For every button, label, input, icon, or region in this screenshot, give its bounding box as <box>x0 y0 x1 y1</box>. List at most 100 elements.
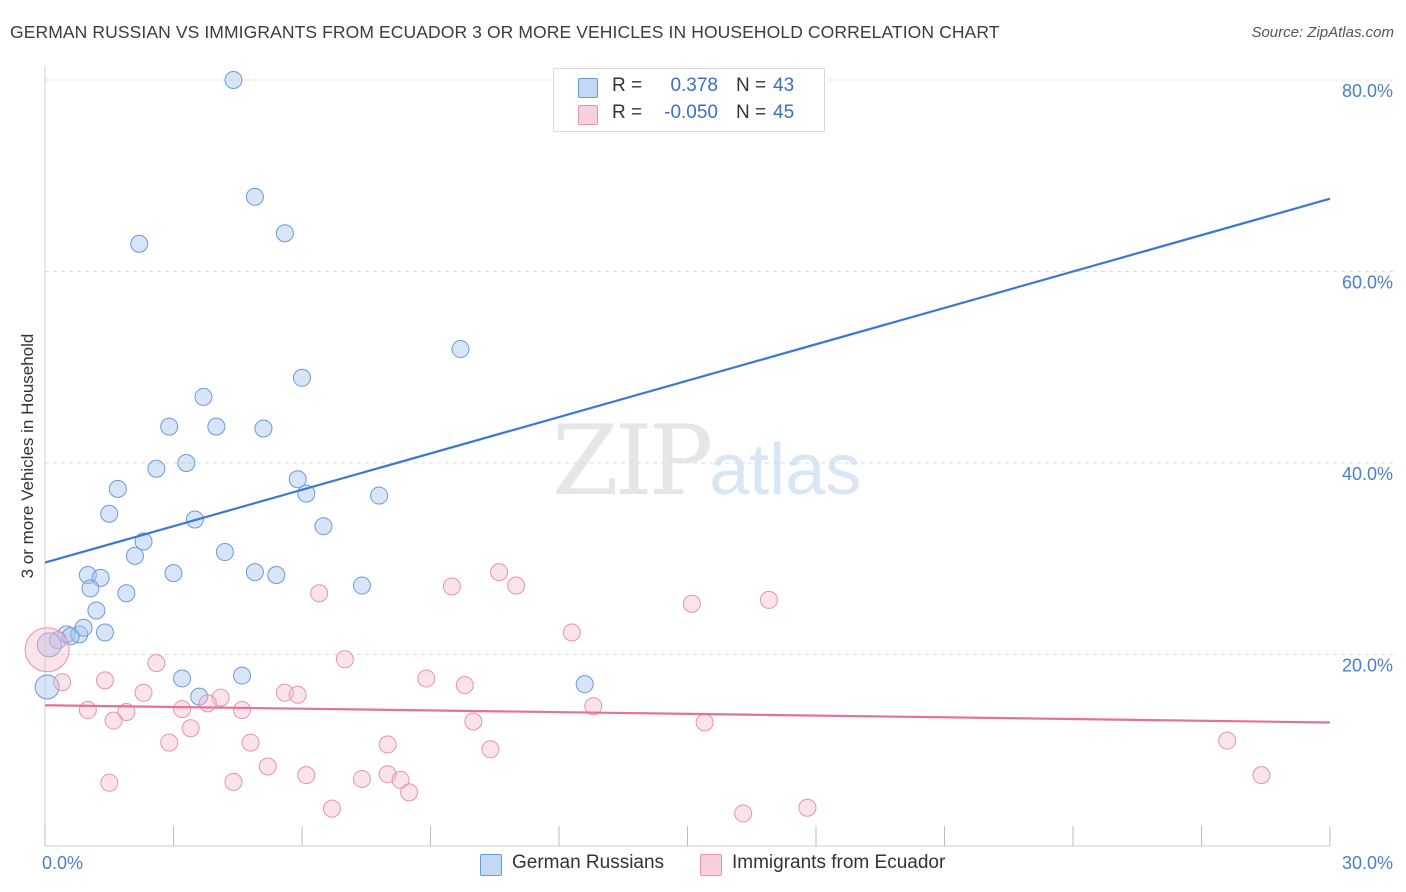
german-russian-point <box>575 675 594 694</box>
legend-r-label: R = <box>612 102 643 123</box>
ecuador-point <box>1218 731 1237 750</box>
ecuador-point <box>24 627 70 673</box>
ecuador-point <box>100 773 119 792</box>
chart-title: GERMAN RUSSIAN VS IMMIGRANTS FROM ECUADO… <box>10 22 1000 42</box>
ecuador-point <box>352 769 371 788</box>
ecuador-point <box>95 671 114 690</box>
legend-r-label: R = <box>612 75 643 96</box>
german-russian-point <box>370 486 389 505</box>
ecuador-point <box>198 694 217 713</box>
german-russian-point <box>224 71 243 89</box>
german-russian-point <box>125 546 144 565</box>
legend-swatch-german-russians <box>578 78 598 98</box>
ecuador-point <box>391 770 410 789</box>
german-russian-point <box>95 623 114 642</box>
german-russian-point <box>100 504 119 523</box>
german-russian-point <box>314 517 333 536</box>
german-russian-point <box>267 566 286 585</box>
watermark-atlas: atlas <box>709 430 862 510</box>
german-russian-point <box>275 224 294 243</box>
y-tick-label: 60.0% <box>1342 273 1393 293</box>
legend-n-label: N = <box>736 75 767 96</box>
ecuador-point <box>400 783 419 802</box>
german-russian-point <box>288 470 307 489</box>
series-label: German Russians <box>512 852 665 873</box>
legend-swatch-ecuador <box>578 105 598 125</box>
ecuador-point <box>682 594 701 613</box>
ecuador-point <box>181 719 200 738</box>
legend-n-value: 43 <box>773 75 795 96</box>
legend-n-value: 45 <box>773 102 795 123</box>
german-russian-point <box>61 627 80 646</box>
y-tick-label: 40.0% <box>1342 464 1393 484</box>
ecuador-point <box>490 563 509 582</box>
german-russian-point <box>130 234 149 253</box>
german-russian-trendline <box>44 197 1331 564</box>
correlation-legend: R = 0.378 N = 43 R = -0.050 N = 45 <box>553 68 825 132</box>
german-russian-point <box>177 454 196 472</box>
german-russian-point <box>147 459 166 478</box>
ecuador-point <box>160 733 179 752</box>
german-russian-point <box>233 666 252 685</box>
watermark-zip: ZIP <box>552 405 713 517</box>
german-russian-point <box>117 584 136 603</box>
ecuador-point <box>759 590 778 609</box>
german-russian-point <box>160 417 179 436</box>
german-russian-point <box>34 674 60 700</box>
ecuador-point <box>117 702 136 721</box>
ecuador-point <box>562 623 581 642</box>
ecuador-point <box>173 700 192 719</box>
german-russian-point <box>451 340 470 359</box>
legend-r-value: 0.378 <box>670 75 718 96</box>
german-russian-point <box>36 632 62 658</box>
source-credit: Source: ZipAtlas.com <box>1251 24 1394 41</box>
ecuador-point <box>507 576 526 595</box>
ecuador-point <box>695 713 714 732</box>
ecuador-point <box>798 798 817 817</box>
ecuador-point <box>288 685 307 704</box>
ecuador-point <box>584 697 603 716</box>
ecuador-point <box>322 799 341 818</box>
series-label: Immigrants from Ecuador <box>732 852 946 873</box>
watermark: ZIPatlas <box>552 405 861 517</box>
ecuador-point <box>417 669 436 688</box>
german-russian-point <box>134 532 153 551</box>
series-swatch-ecuador <box>700 854 722 876</box>
ecuador-point <box>233 701 252 720</box>
ecuador-point <box>104 711 123 730</box>
y-tick-label: 80.0% <box>1342 81 1393 101</box>
german-russian-point <box>164 564 183 583</box>
ecuador-point <box>464 712 483 731</box>
x-tick-label: 0.0% <box>42 853 83 873</box>
ecuador-point <box>455 676 474 695</box>
ecuador-point <box>335 650 354 669</box>
german-russian-point <box>108 479 127 498</box>
ecuador-point <box>241 733 260 752</box>
ecuador-point <box>147 654 166 673</box>
german-russian-point <box>352 576 371 595</box>
ecuador-point <box>378 735 397 754</box>
ecuador-point <box>1252 766 1271 785</box>
ecuador-point <box>297 766 316 785</box>
series-swatch-german-russians <box>480 854 502 876</box>
x-tick-label: 30.0% <box>1342 853 1393 873</box>
german-russian-point <box>173 669 192 688</box>
ecuador-point <box>53 673 72 692</box>
ecuador-point <box>134 683 153 702</box>
y-tick-label: 20.0% <box>1342 656 1393 676</box>
ecuador-point <box>258 757 277 776</box>
ecuador-point <box>734 804 753 823</box>
german-russian-point <box>74 618 93 637</box>
ecuador-point <box>481 740 500 759</box>
german-russian-point <box>245 563 264 582</box>
ecuador-point <box>310 584 329 603</box>
ecuador-trendline <box>44 704 1331 724</box>
ecuador-point <box>224 772 243 791</box>
german-russian-point <box>215 543 234 562</box>
ecuador-point <box>78 701 97 720</box>
ecuador-point <box>442 577 461 596</box>
legend-r-value: -0.050 <box>664 102 718 123</box>
german-russian-point <box>293 368 311 387</box>
german-russian-point <box>81 579 100 598</box>
